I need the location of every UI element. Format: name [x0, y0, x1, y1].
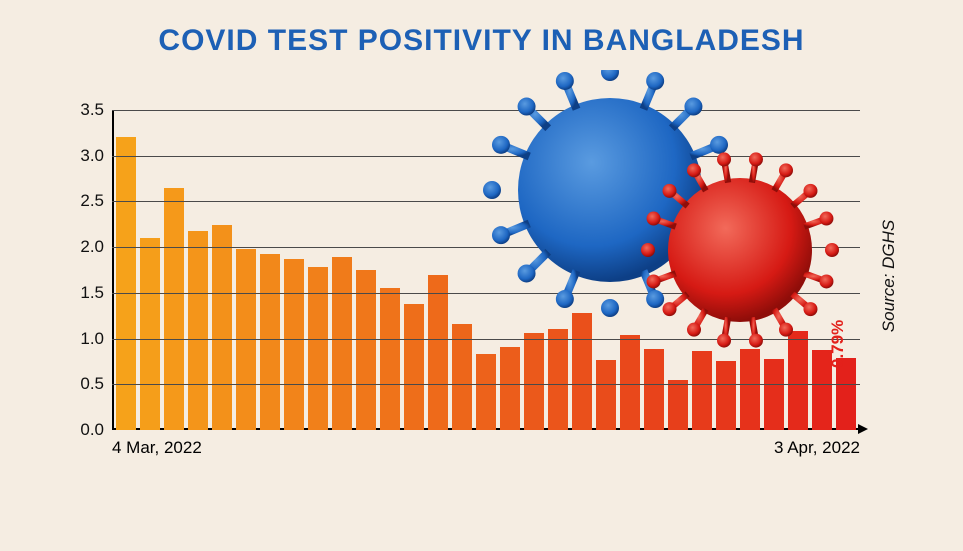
gridline — [112, 384, 860, 385]
y-tick-label: 1.0 — [80, 329, 104, 349]
gridline — [112, 201, 860, 202]
bar — [740, 349, 760, 430]
bar — [524, 333, 544, 430]
bar — [380, 288, 400, 430]
bar — [404, 304, 424, 430]
gridline — [112, 293, 860, 294]
bar — [164, 188, 184, 430]
bar — [116, 137, 136, 430]
y-tick-label: 2.0 — [80, 237, 104, 257]
bar — [212, 225, 232, 430]
bar — [764, 359, 784, 430]
y-tick-label: 2.5 — [80, 191, 104, 211]
y-tick-label: 1.5 — [80, 283, 104, 303]
chart-area: 0.79% 0.00.51.01.52.02.53.03.5 4 Mar, 20… — [60, 110, 860, 480]
bar — [308, 267, 328, 430]
bar — [644, 349, 664, 430]
x-axis-label-end: 3 Apr, 2022 — [774, 438, 860, 458]
bar — [452, 324, 472, 430]
bars-container — [112, 110, 860, 430]
y-tick-label: 0.5 — [80, 374, 104, 394]
bar — [668, 380, 688, 430]
bar — [428, 275, 448, 430]
bar — [284, 259, 304, 430]
bar — [596, 360, 616, 430]
bar — [500, 347, 520, 430]
bar — [620, 335, 640, 430]
y-tick-label: 0.0 — [80, 420, 104, 440]
bar — [356, 270, 376, 430]
gridline — [112, 156, 860, 157]
bar — [716, 361, 736, 430]
bar — [476, 354, 496, 430]
gridline — [112, 339, 860, 340]
bar — [332, 257, 352, 430]
gridline — [112, 110, 860, 111]
bar — [572, 313, 592, 430]
source-credit: Source: DGHS — [879, 219, 899, 331]
y-tick-label: 3.5 — [80, 100, 104, 120]
bar — [692, 351, 712, 430]
x-axis-label-start: 4 Mar, 2022 — [112, 438, 202, 458]
last-value-annotation: 0.79% — [828, 320, 848, 368]
bar — [836, 358, 856, 430]
chart-title: COVID TEST POSITIVITY IN BANGLADESH — [0, 0, 963, 58]
bar — [140, 238, 160, 430]
y-tick-label: 3.0 — [80, 146, 104, 166]
bar — [260, 254, 280, 430]
bar — [788, 331, 808, 430]
plot-region: 0.79% 0.00.51.01.52.02.53.03.5 — [112, 110, 860, 430]
gridline — [112, 247, 860, 248]
bar — [548, 329, 568, 430]
bar — [188, 231, 208, 430]
